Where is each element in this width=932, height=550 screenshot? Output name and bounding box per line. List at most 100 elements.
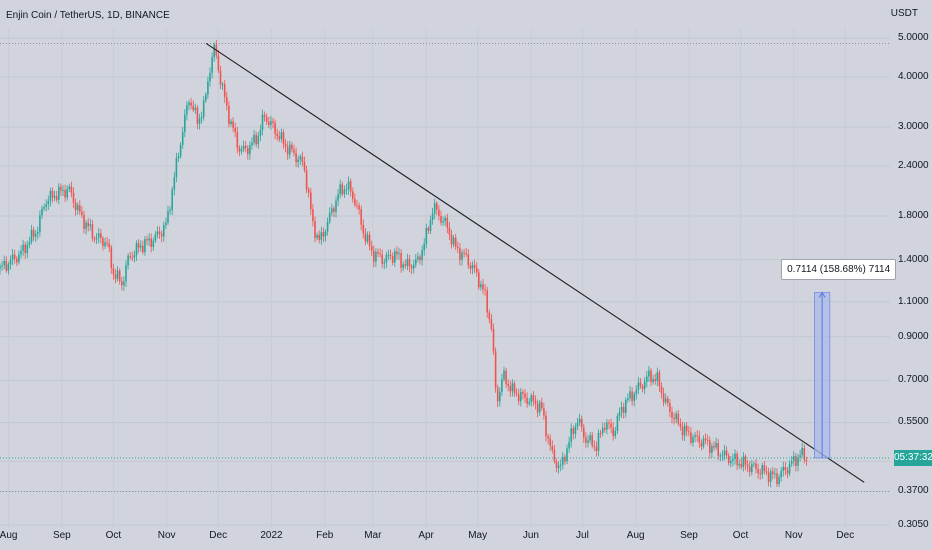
candle-body	[79, 205, 81, 212]
candle-body	[786, 469, 789, 474]
candle-body	[242, 145, 245, 150]
candle-body	[667, 398, 669, 403]
candle-body	[641, 386, 644, 389]
candle-body	[446, 217, 449, 228]
measure-label: 0.7114 (158.68%) 7114	[781, 258, 897, 280]
candle-body	[723, 450, 726, 456]
candle-body	[13, 254, 16, 259]
candle-body	[457, 246, 459, 249]
candle-body	[219, 70, 222, 85]
candle-body	[412, 264, 415, 269]
x-tick-label: Sep	[52, 530, 71, 541]
candle-body	[486, 290, 488, 313]
candle-body	[543, 408, 545, 416]
candle-body	[1, 265, 3, 267]
candle-body	[534, 400, 537, 404]
candle-body	[406, 259, 409, 266]
x-tick-label: Jul	[576, 530, 589, 541]
candle-body	[152, 240, 155, 247]
candle-body	[379, 253, 381, 255]
candle-body	[377, 251, 379, 254]
candle-body	[738, 463, 740, 466]
candle-body	[545, 415, 547, 437]
candle-body	[788, 463, 791, 474]
trend-line	[205, 42, 865, 483]
candle-body	[625, 399, 627, 414]
candle-body	[683, 425, 686, 436]
candle-body	[116, 270, 119, 279]
candle-body	[675, 413, 677, 420]
candle-body	[528, 402, 530, 404]
candle-body	[335, 200, 337, 212]
candle-body	[284, 144, 287, 147]
candle-body	[47, 200, 50, 205]
candle-body	[249, 145, 251, 155]
candle-body	[616, 416, 619, 431]
candle-body	[513, 383, 516, 394]
candle-body	[364, 233, 367, 242]
candle-body	[95, 237, 98, 240]
candle-body	[261, 114, 264, 130]
candle-body	[354, 198, 356, 206]
candle-body	[106, 242, 108, 244]
candle-body	[228, 105, 230, 125]
candle-body	[503, 370, 505, 380]
candle-body	[190, 102, 192, 106]
candle-body	[633, 394, 635, 401]
candle-body	[572, 428, 575, 434]
candle-body	[620, 406, 623, 413]
candle-body	[408, 259, 411, 267]
x-tick-label: Dec	[836, 530, 855, 541]
candle-body	[463, 252, 465, 254]
candle-body	[637, 382, 640, 390]
candle-body	[360, 209, 362, 225]
candle-body	[198, 118, 201, 124]
candle-body	[53, 196, 56, 198]
candle-body	[268, 122, 270, 125]
candle-body	[49, 190, 52, 201]
candle-body	[257, 135, 260, 145]
candle-body	[568, 442, 570, 449]
candle-body	[499, 391, 501, 402]
x-tick-label: Nov	[157, 530, 176, 541]
candle-body	[108, 243, 110, 248]
candle-body	[618, 412, 621, 417]
candle-body	[551, 445, 554, 450]
candle-body	[404, 264, 407, 266]
candle-body	[366, 234, 369, 242]
candle-body	[255, 134, 257, 145]
candle-body	[505, 370, 507, 385]
candle-body	[631, 391, 633, 401]
candle-body	[213, 44, 215, 57]
candle-body	[790, 461, 793, 464]
y-tick-label: 1.1000	[898, 295, 929, 307]
candle-body	[240, 149, 243, 152]
candle-body	[118, 270, 121, 282]
candle-body	[658, 372, 661, 387]
x-tick-label: Aug	[0, 530, 18, 541]
candle-body	[333, 208, 335, 212]
candle-body	[484, 289, 486, 291]
candle-body	[530, 395, 533, 403]
y-tick-label: 1.4000	[898, 253, 929, 265]
candle-body	[91, 224, 94, 239]
x-tick-label: Nov	[784, 530, 803, 541]
candle-body	[555, 461, 558, 468]
candle-body	[83, 214, 85, 229]
x-tick-label: Mar	[364, 530, 382, 541]
candle-body	[171, 189, 173, 210]
candle-body	[578, 418, 581, 424]
candle-body	[394, 251, 396, 263]
candle-body	[587, 440, 589, 443]
candle-body	[310, 192, 312, 210]
candle-body	[526, 397, 528, 404]
candle-body	[612, 427, 614, 437]
candle-body	[496, 387, 499, 402]
candle-body	[221, 84, 224, 86]
candle-body	[438, 209, 440, 216]
candle-body	[28, 242, 31, 245]
candle-body	[184, 114, 186, 132]
candle-body	[282, 132, 285, 145]
